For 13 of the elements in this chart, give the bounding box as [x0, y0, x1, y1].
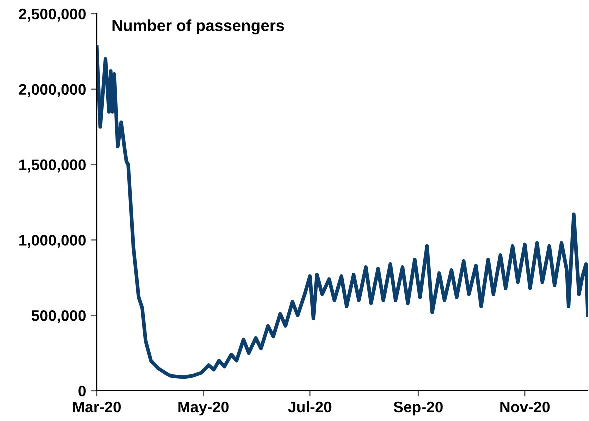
y-tick-label: 2,500,000: [19, 8, 86, 22]
y-tick-label: 2,000,000: [19, 84, 86, 98]
y-tick-label: 1,500,000: [20, 160, 86, 173]
line-series: [97, 45, 588, 380]
x-tick-label: Sep-20: [394, 402, 443, 416]
y-tick-label: 0: [78, 386, 86, 397]
y-tick-label: 500,000: [32, 310, 86, 324]
x-tick-label: Jul-20: [288, 401, 332, 413]
y-tick-label: 1,000,000: [20, 235, 86, 248]
chart-title: Number of passengers: [112, 20, 284, 35]
x-tick-label: Mar-20: [73, 402, 121, 413]
x-tick-label: May-20: [178, 402, 229, 416]
x-tick-label: Nov-20: [500, 402, 550, 413]
